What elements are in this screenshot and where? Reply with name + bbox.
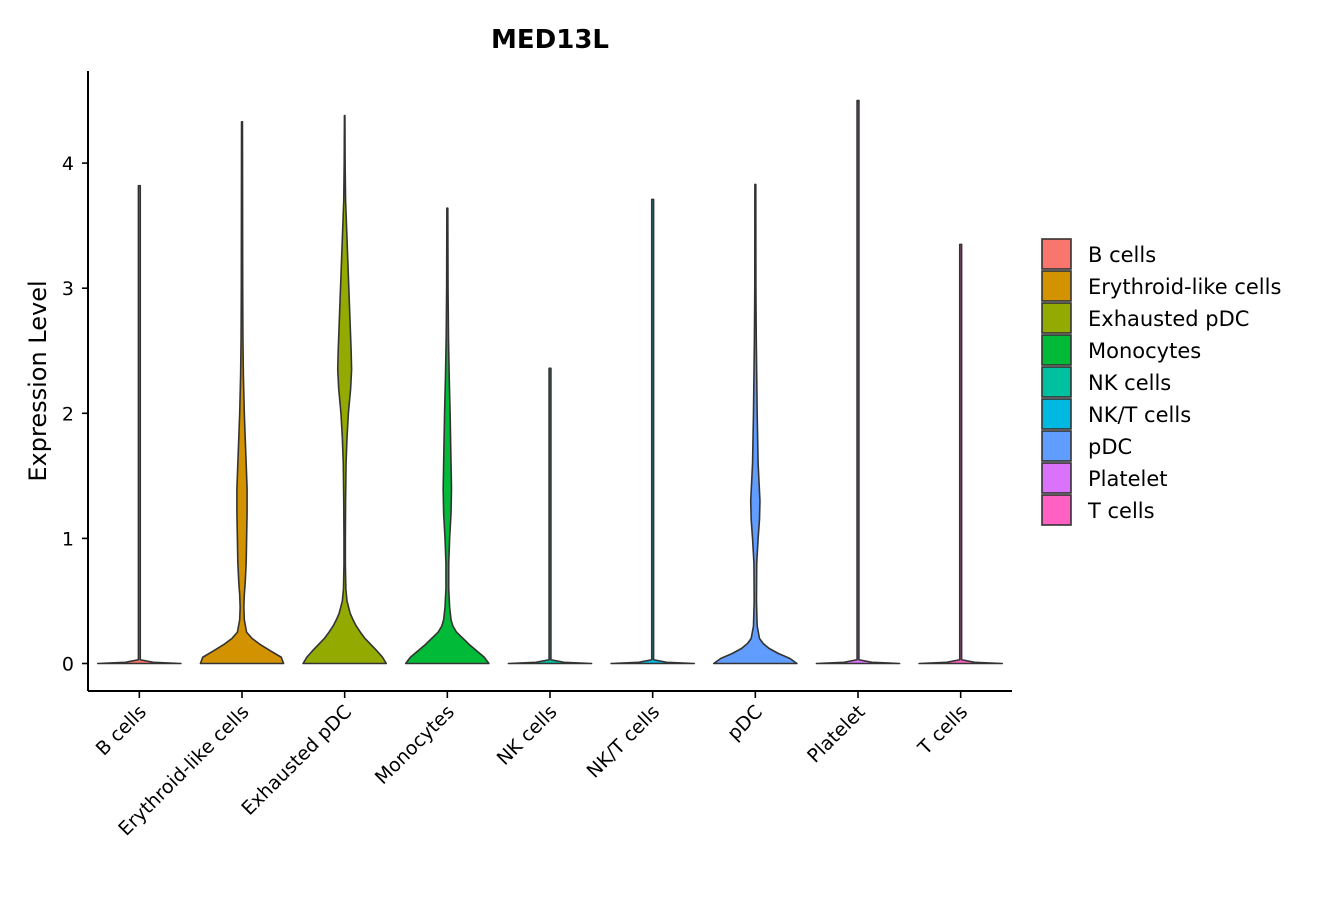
x-tick-label: pDC [723,701,767,745]
legend-key [1041,494,1072,526]
y-tick-label: 1 [62,528,74,550]
x-tick-label: B cells [92,701,151,760]
violin-exhausted-pdc [302,114,388,665]
violin-b-cells [96,184,182,665]
y-tick-label: 0 [62,654,74,676]
legend-key [1041,430,1072,462]
legend-label: Erythroid-like cells [1088,275,1281,299]
legend-key [1041,302,1072,334]
x-tick-label: Exhausted pDC [237,701,356,820]
violin-pdc [712,183,798,665]
x-tick-label: NK/T cells [583,701,665,783]
violin-monocytes [404,207,490,665]
x-tick-label: NK cells [493,701,562,770]
violin-nk-cells [507,367,593,665]
legend-key [1041,366,1072,398]
legend-label: Exhausted pDC [1088,307,1249,331]
legend-key [1041,270,1072,302]
legend-label: NK cells [1088,371,1171,395]
legend-key [1041,462,1072,494]
y-tick-label: 4 [62,153,74,175]
legend-label: pDC [1088,435,1132,459]
chart-title: MED13L [491,25,609,55]
y-axis-title: Expression Level [24,280,52,481]
x-tick-label: Monocytes [371,701,459,789]
y-tick-label: 3 [62,278,74,300]
legend-label: T cells [1087,499,1155,523]
legend-label: Platelet [1088,467,1168,491]
legend-key [1041,238,1072,270]
y-tick-label: 2 [62,403,74,425]
violin-t-cells [918,243,1004,665]
legend-key [1041,334,1072,366]
legend-key [1041,398,1072,430]
legend-label: NK/T cells [1088,403,1191,427]
legend-label: Monocytes [1088,339,1201,363]
legend-label: B cells [1088,243,1156,267]
x-tick-label: Platelet [803,701,869,767]
x-tick-label: T cells [913,701,972,760]
legend: B cells Erythroid-like cells Exhausted pDC… [1041,238,1281,526]
violin-nk-t-cells [610,198,696,665]
violin-erythroid-like-cells [199,121,285,665]
violin-platelet [815,99,901,665]
